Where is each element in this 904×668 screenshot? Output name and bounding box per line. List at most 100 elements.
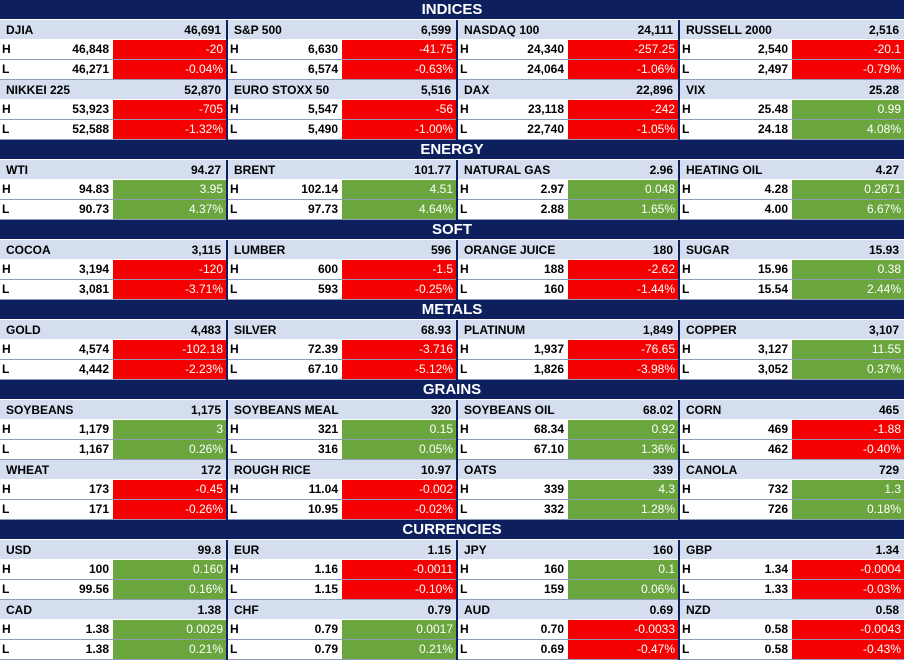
low-price: 726: [767, 502, 788, 516]
instrument-platinum[interactable]: PLATINUM 1,849 H 1,937 -76.65 L 1,826 -3.98%: [458, 320, 680, 380]
high-price: 24,340: [527, 42, 564, 56]
last-price: 160: [652, 543, 673, 557]
instrument-soybeans-oil[interactable]: SOYBEANS OIL 68.02 H 68.34 0.92 L 67.10 1.36%: [458, 400, 680, 460]
instrument-gbp[interactable]: GBP 1.34 H 1.34 -0.0004 L 1.33 -0.03%: [680, 540, 904, 600]
high-price: 68.34: [533, 422, 564, 436]
section-header-metals: METALS: [0, 300, 904, 320]
instrument-rough-rice[interactable]: ROUGH RICE 10.97 H 11.04 -0.002 L 10.95 -0.02%: [228, 460, 458, 520]
instrument-copper[interactable]: COPPER 3,107 H 3,127 11.55 L 3,052 0.37%: [680, 320, 904, 380]
instrument-aud[interactable]: AUD 0.69 H 0.70 -0.0033 L 0.69 -0.47%: [458, 600, 680, 660]
low-label: L: [460, 502, 468, 516]
high-row: H 4,574 -102.18: [0, 340, 226, 360]
high-label: H: [230, 422, 239, 436]
instrument-name: S&P 500: [234, 23, 282, 37]
percent-change-cell: -0.79%: [792, 60, 904, 79]
instrument-cocoa[interactable]: COCOA 3,115 H 3,194 -120 L 3,081 -3.71%: [0, 240, 228, 300]
instrument-vix[interactable]: VIX 25.28 H 25.48 0.99 L 24.18 4.08%: [680, 80, 904, 140]
instrument-dax[interactable]: DAX 22,896 H 23,118 -242 L 22,740 -1.05%: [458, 80, 680, 140]
low-label: L: [682, 502, 690, 516]
instrument-djia[interactable]: DJIA 46,691 H 46,848 -20 L 46,271 -0.04%: [0, 20, 228, 80]
instrument-oats[interactable]: OATS 339 H 339 4.3 L 332 1.28%: [458, 460, 680, 520]
net-change-cell: 0.15: [342, 420, 456, 439]
net-change-cell: 0.048: [568, 180, 678, 199]
instrument-silver[interactable]: SILVER 68.93 H 72.39 -3.716 L 67.10 -5.12%: [228, 320, 458, 380]
high-price: 25.48: [757, 102, 788, 116]
high-label: H: [2, 422, 11, 436]
instrument-chf[interactable]: CHF 0.79 H 0.79 0.0017 L 0.79 0.21%: [228, 600, 458, 660]
instrument-eur[interactable]: EUR 1.15 H 1.16 -0.0011 L 1.15 -0.10%: [228, 540, 458, 600]
low-row: L 67.10 1.36%: [458, 440, 678, 460]
low-row: L 99.56 0.16%: [0, 580, 226, 600]
last-price: 1,849: [642, 323, 673, 337]
last-price: 729: [878, 463, 899, 477]
instrument-orange-juice[interactable]: ORANGE JUICE 180 H 188 -2.62 L 160 -1.44%: [458, 240, 680, 300]
instrument-title-row: ROUGH RICE 10.97: [228, 460, 456, 480]
net-change-cell: -56: [342, 100, 456, 119]
high-price: 15.96: [757, 262, 788, 276]
instrument-nzd[interactable]: NZD 0.58 H 0.58 -0.0043 L 0.58 -0.43%: [680, 600, 904, 660]
percent-change-cell: -5.12%: [342, 360, 456, 379]
instrument-natural-gas[interactable]: NATURAL GAS 2.96 H 2.97 0.048 L 2.88 1.65%: [458, 160, 680, 220]
high-label: H: [2, 622, 11, 636]
low-price: 332: [543, 502, 564, 516]
high-row: H 339 4.3: [458, 480, 678, 500]
percent-change-cell: -0.02%: [342, 500, 456, 519]
instrument-nikkei-225[interactable]: NIKKEI 225 52,870 H 53,923 -705 L 52,588 -1.32%: [0, 80, 228, 140]
low-label: L: [230, 582, 238, 596]
instrument-cad[interactable]: CAD 1.38 H 1.38 0.0029 L 1.38 0.21%: [0, 600, 228, 660]
instrument-title-row: WTI 94.27: [0, 160, 226, 180]
low-label: L: [230, 122, 238, 136]
low-label: L: [230, 282, 238, 296]
net-change-cell: -0.0011: [342, 560, 456, 579]
last-price: 22,896: [636, 83, 673, 97]
low-label: L: [230, 362, 238, 376]
low-label: L: [460, 642, 468, 656]
instrument-nasdaq-100[interactable]: NASDAQ 100 24,111 H 24,340 -257.25 L 24,064 -1.…: [458, 20, 680, 80]
high-price: 469: [767, 422, 788, 436]
instrument-title-row: NASDAQ 100 24,111: [458, 20, 678, 40]
high-row: H 600 -1.5: [228, 260, 456, 280]
instrument-russell-2000[interactable]: RUSSELL 2000 2,516 H 2,540 -20.1 L 2,497 -0.79%: [680, 20, 904, 80]
instrument-brent[interactable]: BRENT 101.77 H 102.14 4.51 L 97.73 4.64%: [228, 160, 458, 220]
high-label: H: [2, 182, 11, 196]
instrument-heating-oil[interactable]: HEATING OIL 4.27 H 4.28 0.2671 L 4.00 6.67%: [680, 160, 904, 220]
high-price: 0.70: [540, 622, 564, 636]
instrument-sandp-500[interactable]: S&P 500 6,599 H 6,630 -41.75 L 6,574 -0.63%: [228, 20, 458, 80]
instrument-soybeans[interactable]: SOYBEANS 1,175 H 1,179 3 L 1,167 0.26%: [0, 400, 228, 460]
high-row: H 1,179 3: [0, 420, 226, 440]
low-row: L 1.33 -0.03%: [680, 580, 904, 600]
instrument-usd[interactable]: USD 99.8 H 100 0.160 L 99.56 0.16%: [0, 540, 228, 600]
high-label: H: [682, 562, 691, 576]
low-label: L: [460, 362, 468, 376]
net-change-cell: 1.3: [792, 480, 904, 499]
high-row: H 24,340 -257.25: [458, 40, 678, 60]
instrument-jpy[interactable]: JPY 160 H 160 0.1 L 159 0.06%: [458, 540, 680, 600]
instrument-wti[interactable]: WTI 94.27 H 94.83 3.95 L 90.73 4.37%: [0, 160, 228, 220]
instrument-wheat[interactable]: WHEAT 172 H 173 -0.45 L 171 -0.26%: [0, 460, 228, 520]
percent-change-cell: -0.03%: [792, 580, 904, 599]
instrument-lumber[interactable]: LUMBER 596 H 600 -1.5 L 593 -0.25%: [228, 240, 458, 300]
high-label: H: [460, 182, 469, 196]
low-price: 1,826: [533, 362, 564, 376]
low-label: L: [2, 62, 10, 76]
instrument-name: GOLD: [6, 323, 41, 337]
instrument-euro-stoxx-50[interactable]: EURO STOXX 50 5,516 H 5,547 -56 L 5,490 -1.00%: [228, 80, 458, 140]
instrument-name: COPPER: [686, 323, 737, 337]
high-label: H: [460, 562, 469, 576]
high-label: H: [2, 482, 11, 496]
low-row: L 159 0.06%: [458, 580, 678, 600]
low-row: L 462 -0.40%: [680, 440, 904, 460]
net-change-cell: -0.0004: [792, 560, 904, 579]
instrument-corn[interactable]: CORN 465 H 469 -1.88 L 462 -0.40%: [680, 400, 904, 460]
instrument-name: SUGAR: [686, 243, 730, 257]
high-price: 0.58: [764, 622, 788, 636]
instrument-canola[interactable]: CANOLA 729 H 732 1.3 L 726 0.18%: [680, 460, 904, 520]
instrument-title-row: SOYBEANS 1,175: [0, 400, 226, 420]
percent-change-cell: 0.18%: [792, 500, 904, 519]
instrument-sugar[interactable]: SUGAR 15.93 H 15.96 0.38 L 15.54 2.44%: [680, 240, 904, 300]
last-price: 94.27: [190, 163, 221, 177]
instrument-gold[interactable]: GOLD 4,483 H 4,574 -102.18 L 4,442 -2.23%: [0, 320, 228, 380]
low-row: L 90.73 4.37%: [0, 200, 226, 220]
instrument-soybeans-meal[interactable]: SOYBEANS MEAL 320 H 321 0.15 L 316 0.05%: [228, 400, 458, 460]
